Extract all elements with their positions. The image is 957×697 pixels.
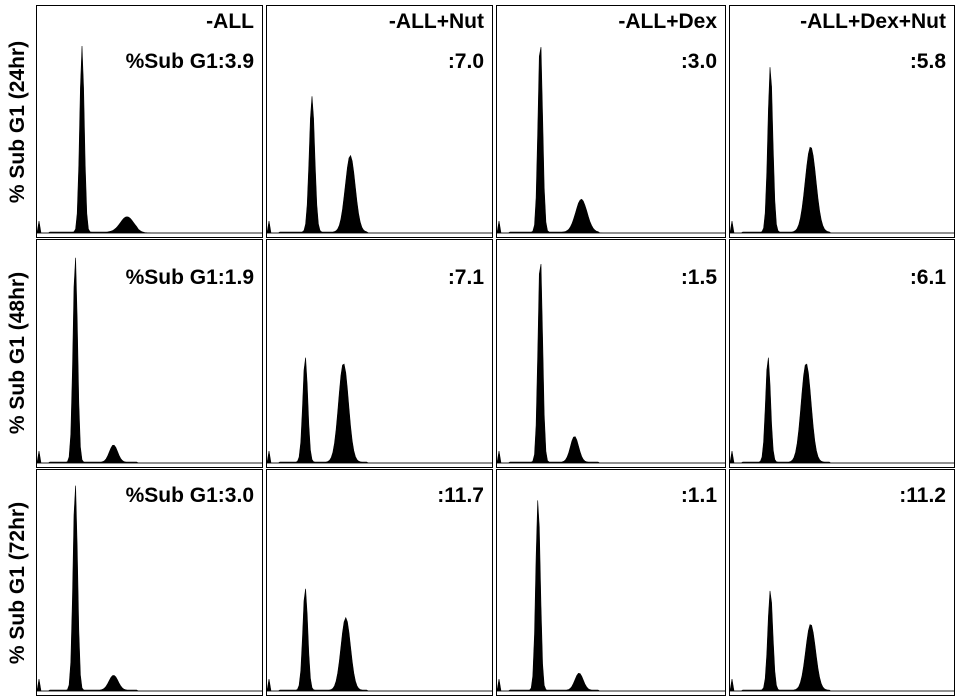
histogram-panel: -ALL+Dex :3.0 bbox=[496, 5, 726, 238]
histogram-plot bbox=[497, 47, 725, 234]
histogram-area bbox=[497, 263, 725, 464]
sub-g1-label: :3.0 bbox=[680, 50, 717, 73]
histogram-plot bbox=[730, 67, 954, 234]
histogram-plot bbox=[267, 588, 492, 692]
histogram-area bbox=[730, 590, 954, 692]
histogram-plot bbox=[267, 96, 492, 234]
row-label-24hr: % Sub G1 (24hr) bbox=[0, 5, 36, 238]
histogram-panel: -ALL+Nut :7.0 bbox=[266, 5, 493, 238]
row-label-72hr-text: % Sub G1 (72hr) bbox=[6, 501, 30, 664]
column-title: -ALL+Nut bbox=[388, 10, 484, 33]
row-label-24hr-text: % Sub G1 (24hr) bbox=[6, 40, 30, 203]
histogram-plot bbox=[497, 263, 725, 464]
histogram-panel: -ALL+Dex+Nut :5.8 bbox=[729, 5, 955, 238]
row-label-48hr: % Sub G1 (48hr) bbox=[0, 238, 36, 468]
histogram-area bbox=[267, 96, 492, 234]
sub-g1-label: :5.8 bbox=[909, 50, 946, 73]
histogram-plot bbox=[37, 485, 262, 692]
histogram-panel: :7.1 bbox=[266, 239, 493, 468]
histogram-panel: :11.2 bbox=[729, 469, 955, 696]
histogram-panel: :1.5 bbox=[496, 239, 726, 468]
row-label-48hr-text: % Sub G1 (48hr) bbox=[6, 271, 30, 435]
sub-g1-label: :11.7 bbox=[437, 484, 484, 507]
sub-g1-label: %Sub G1:3.9 bbox=[125, 50, 254, 73]
histogram-area bbox=[497, 500, 725, 692]
sub-g1-label: %Sub G1:3.0 bbox=[125, 484, 254, 507]
sub-g1-label: :1.1 bbox=[680, 484, 717, 507]
histogram-panel: %Sub G1:3.0 bbox=[36, 469, 263, 696]
sub-g1-label: :6.1 bbox=[909, 266, 946, 289]
histogram-plot bbox=[37, 257, 262, 464]
column-title: -ALL+Dex+Nut bbox=[800, 10, 946, 33]
histogram-area bbox=[37, 45, 262, 234]
sub-g1-label: :7.0 bbox=[447, 50, 484, 73]
histogram-area bbox=[37, 485, 262, 692]
histogram-area bbox=[730, 67, 954, 234]
sub-g1-label: :1.5 bbox=[680, 266, 717, 289]
sub-g1-label: %Sub G1:1.9 bbox=[125, 266, 254, 289]
histogram-area bbox=[497, 47, 725, 234]
sub-g1-label: :7.1 bbox=[447, 266, 484, 289]
histogram-plot bbox=[730, 590, 954, 692]
histogram-panel: :1.1 bbox=[496, 469, 726, 696]
row-label-72hr: % Sub G1 (72hr) bbox=[0, 468, 36, 697]
histogram-plot bbox=[730, 357, 954, 464]
histogram-panel: -ALL %Sub G1:3.9 bbox=[36, 5, 263, 238]
column-title: -ALL bbox=[206, 10, 254, 33]
histogram-panel: %Sub G1:1.9 bbox=[36, 239, 263, 468]
column-title: -ALL+Dex bbox=[618, 10, 717, 33]
histogram-plot bbox=[37, 45, 262, 234]
histogram-area bbox=[267, 357, 492, 464]
sub-g1-label: :11.2 bbox=[899, 484, 946, 507]
histogram-plot bbox=[267, 357, 492, 464]
histogram-area bbox=[730, 357, 954, 464]
histogram-panel: :6.1 bbox=[729, 239, 955, 468]
histogram-panel: :11.7 bbox=[266, 469, 493, 696]
histogram-plot bbox=[497, 500, 725, 692]
histogram-area bbox=[267, 588, 492, 692]
